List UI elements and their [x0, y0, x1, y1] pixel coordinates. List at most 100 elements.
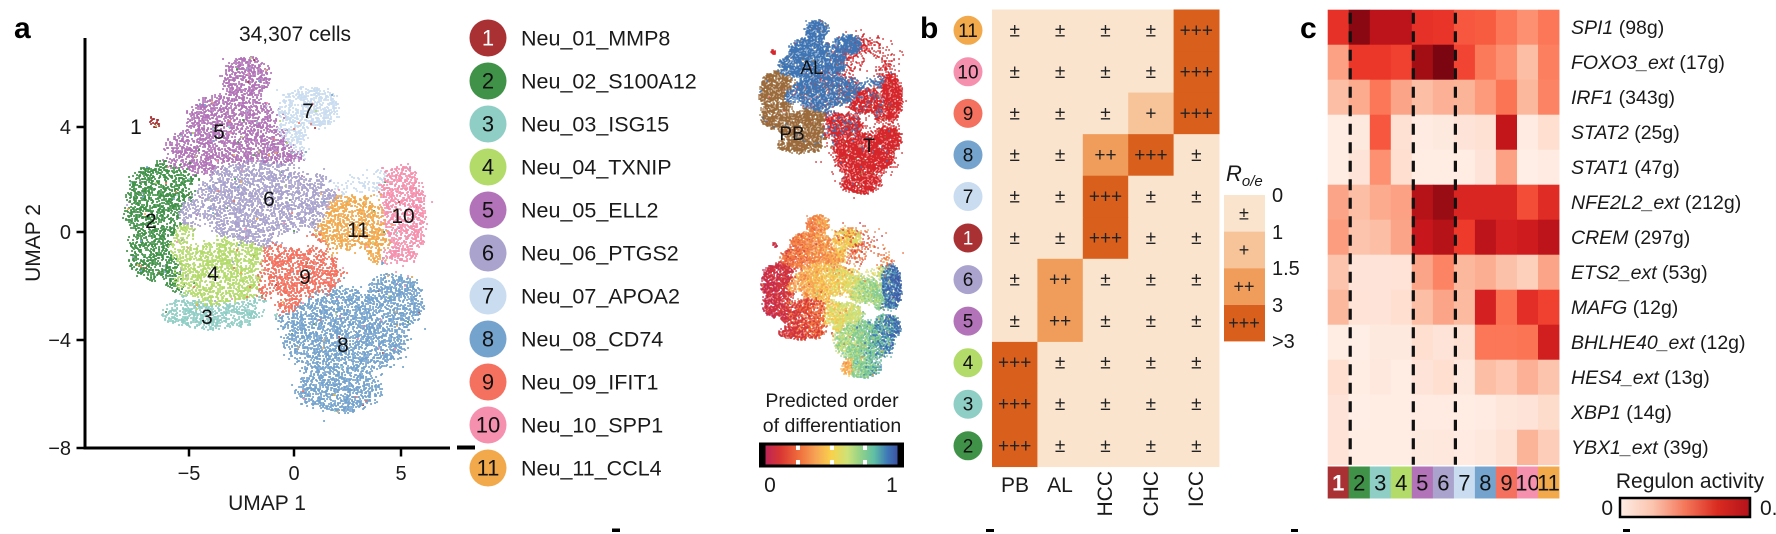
- svg-text:PB: PB: [1001, 474, 1029, 497]
- svg-text:Neu_02_S100A12: Neu_02_S100A12: [521, 70, 697, 94]
- svg-text:AL: AL: [1047, 474, 1073, 497]
- svg-text:ETS2_ext (53g): ETS2_ext (53g): [1571, 262, 1708, 284]
- svg-text:7: 7: [963, 187, 974, 208]
- svg-text:±: ±: [1191, 311, 1201, 332]
- svg-text:11: 11: [958, 21, 978, 42]
- svg-text:±: ±: [1191, 145, 1201, 166]
- svg-text:±: ±: [1009, 270, 1019, 291]
- svg-text:+++: +++: [1089, 187, 1122, 208]
- svg-text:STAT2 (25g): STAT2 (25g): [1571, 122, 1680, 144]
- svg-text:SPI1 (98g): SPI1 (98g): [1571, 17, 1664, 39]
- svg-text:6: 6: [263, 188, 275, 211]
- svg-text:±: ±: [1055, 436, 1065, 457]
- svg-text:UMAP 2: UMAP 2: [22, 204, 45, 282]
- svg-text:0: 0: [764, 474, 776, 497]
- svg-text:±: ±: [1146, 270, 1156, 291]
- svg-text:±: ±: [1055, 228, 1065, 249]
- svg-text:+++: +++: [1134, 145, 1167, 166]
- svg-text:7: 7: [1458, 471, 1470, 496]
- svg-text:±: ±: [1100, 436, 1110, 457]
- svg-text:7: 7: [302, 100, 314, 123]
- svg-text:5: 5: [1416, 471, 1428, 496]
- svg-text:8: 8: [482, 327, 494, 352]
- svg-text:XBP1 (14g): XBP1 (14g): [1570, 402, 1672, 424]
- svg-text:1: 1: [482, 26, 494, 51]
- svg-text:Neu_01_MMP8: Neu_01_MMP8: [521, 27, 670, 51]
- svg-text:±: ±: [1100, 62, 1110, 83]
- svg-text:11: 11: [1537, 471, 1560, 496]
- svg-text:3: 3: [963, 395, 974, 416]
- svg-text:±: ±: [1009, 187, 1019, 208]
- svg-text:±: ±: [1100, 270, 1110, 291]
- svg-text:±: ±: [1146, 62, 1156, 83]
- svg-text:2: 2: [1353, 471, 1365, 496]
- svg-text:±: ±: [1055, 353, 1065, 374]
- svg-text:10: 10: [391, 205, 414, 228]
- svg-text:±: ±: [1239, 203, 1249, 223]
- svg-text:Neu_04_TXNIP: Neu_04_TXNIP: [521, 156, 672, 180]
- svg-text:3: 3: [1272, 295, 1283, 317]
- svg-text:>3: >3: [1272, 331, 1295, 353]
- svg-text:4: 4: [482, 155, 494, 180]
- svg-text:a: a: [14, 12, 31, 45]
- svg-text:±: ±: [1146, 228, 1156, 249]
- svg-text:±: ±: [1146, 187, 1156, 208]
- svg-text:±: ±: [1055, 394, 1065, 415]
- svg-text:6: 6: [482, 241, 494, 266]
- svg-text:±: ±: [1100, 394, 1110, 415]
- svg-text:9: 9: [482, 370, 494, 395]
- svg-text:±: ±: [1146, 436, 1156, 457]
- svg-text:T: T: [863, 136, 875, 157]
- svg-text:±: ±: [1191, 394, 1201, 415]
- svg-text:±: ±: [1009, 311, 1019, 332]
- svg-text:1.5: 1.5: [1272, 258, 1300, 280]
- svg-text:Neu_10_SPP1: Neu_10_SPP1: [521, 414, 663, 438]
- svg-text:4: 4: [207, 263, 219, 286]
- svg-text:9: 9: [1500, 471, 1512, 496]
- svg-text:+++: +++: [1180, 62, 1213, 83]
- svg-text:5: 5: [395, 463, 406, 485]
- svg-text:+: +: [1145, 103, 1156, 124]
- svg-text:4: 4: [963, 353, 974, 374]
- svg-text:±: ±: [1191, 436, 1201, 457]
- svg-text:Neu_03_ISG15: Neu_03_ISG15: [521, 113, 669, 137]
- svg-text:CHC: CHC: [1140, 471, 1163, 517]
- svg-text:0.5: 0.5: [1760, 497, 1776, 520]
- svg-text:±: ±: [1146, 20, 1156, 41]
- svg-text:c: c: [1300, 12, 1317, 45]
- svg-text:PB: PB: [779, 124, 804, 145]
- svg-text:−4: −4: [48, 330, 71, 352]
- svg-text:±: ±: [1009, 20, 1019, 41]
- svg-text:Neu_06_PTGS2: Neu_06_PTGS2: [521, 242, 679, 266]
- svg-text:3: 3: [1374, 471, 1386, 496]
- svg-text:±: ±: [1191, 270, 1201, 291]
- svg-text:+++: +++: [998, 353, 1031, 374]
- svg-text:UMAP 1: UMAP 1: [228, 492, 306, 515]
- svg-text:10: 10: [1515, 471, 1539, 496]
- svg-text:Neu_07_APOA2: Neu_07_APOA2: [521, 285, 680, 309]
- svg-text:±: ±: [1009, 103, 1019, 124]
- svg-text:1: 1: [886, 474, 898, 497]
- svg-text:3: 3: [482, 112, 494, 137]
- svg-text:±: ±: [1009, 145, 1019, 166]
- svg-text:11: 11: [477, 456, 500, 481]
- svg-text:1: 1: [1272, 222, 1283, 244]
- svg-text:1: 1: [963, 229, 974, 250]
- svg-text:5: 5: [213, 121, 225, 144]
- svg-text:2: 2: [963, 436, 974, 457]
- svg-text:++: ++: [1094, 145, 1116, 166]
- svg-text:±: ±: [1146, 311, 1156, 332]
- svg-text:±: ±: [1055, 103, 1065, 124]
- svg-text:CREM (297g): CREM (297g): [1571, 227, 1690, 249]
- svg-text:±: ±: [1055, 145, 1065, 166]
- svg-text:±: ±: [1191, 353, 1201, 374]
- svg-text:4: 4: [1395, 471, 1407, 496]
- svg-text:6: 6: [1437, 471, 1449, 496]
- svg-text:0: 0: [1272, 185, 1283, 207]
- svg-text:IRF1 (343g): IRF1 (343g): [1571, 87, 1675, 109]
- svg-text:b: b: [920, 12, 938, 45]
- svg-text:8: 8: [1479, 471, 1491, 496]
- svg-text:5: 5: [482, 198, 494, 223]
- svg-text:+++: +++: [1180, 20, 1213, 41]
- svg-text:±: ±: [1100, 353, 1110, 374]
